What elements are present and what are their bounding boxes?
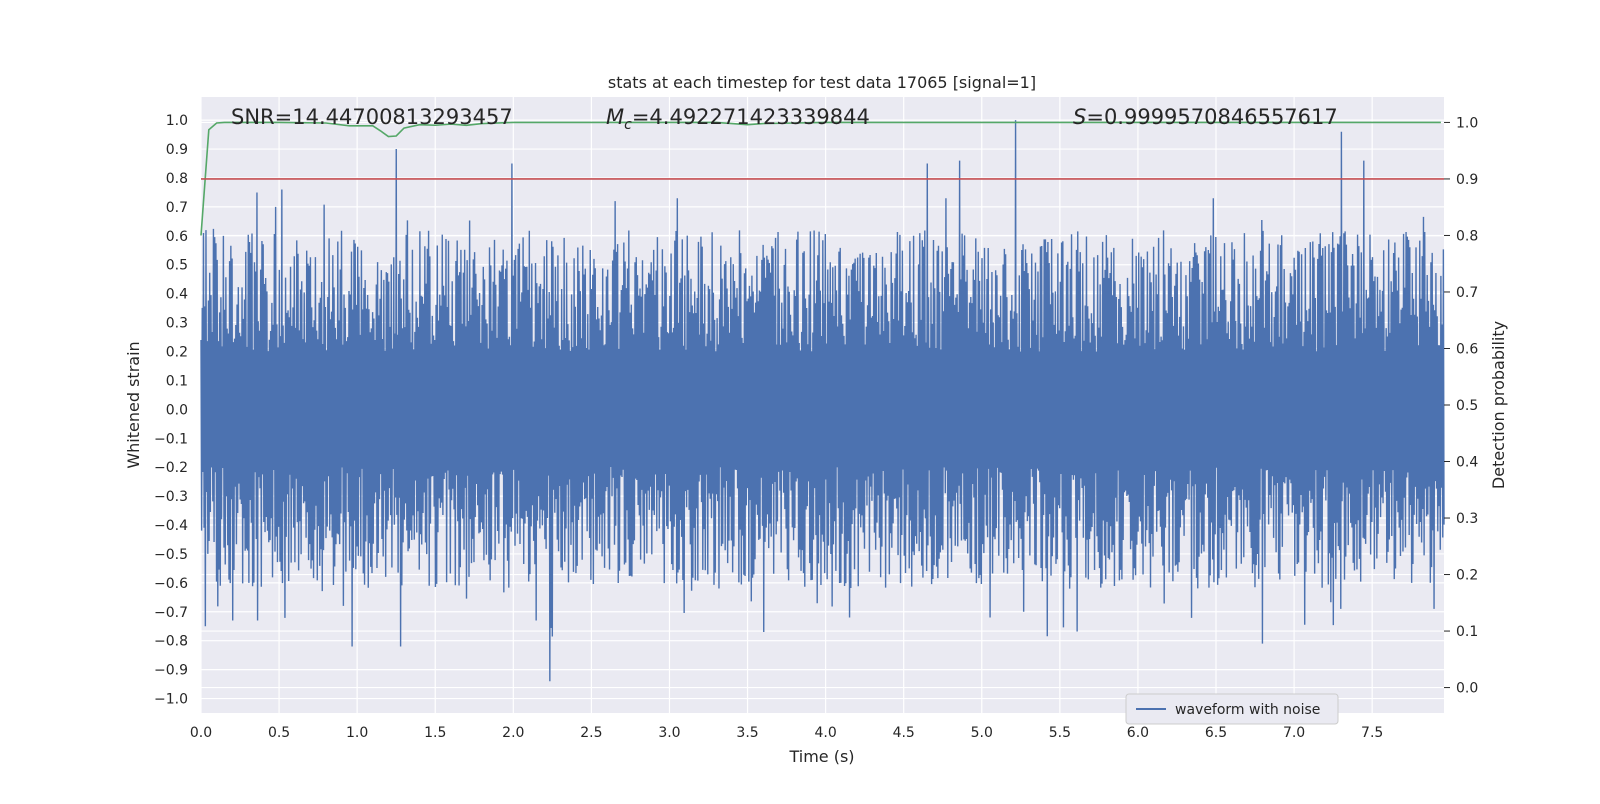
y-tick-label: 0.0 [166, 402, 188, 418]
x-tick-label: 0.5 [268, 725, 290, 741]
y-tick-label: −0.2 [154, 460, 188, 476]
y2-tick-label: 0.6 [1456, 341, 1478, 357]
x-tick-label: 3.0 [658, 725, 680, 741]
probability-series [200, 121, 1444, 236]
y2-tick-label: 0.2 [1456, 568, 1478, 584]
mc-value: =4.492271423339844 [632, 105, 870, 129]
y-tick-label: −0.9 [154, 663, 188, 679]
y2-tick-label: 0.1 [1456, 624, 1478, 640]
detection-probability-line [200, 121, 1441, 236]
s-value: =0.9999570846557617 [1086, 105, 1337, 129]
x-tick-label: 0.0 [190, 725, 212, 741]
x-tick-label: 6.0 [1127, 725, 1149, 741]
y2-tick-label: 0.0 [1456, 681, 1478, 697]
y-tick-label: 0.8 [166, 171, 188, 187]
mc-symbol: M [606, 105, 624, 129]
y-tick-label: 0.5 [166, 258, 188, 274]
y2-tick-label: 0.8 [1456, 228, 1478, 244]
y2-tick-label: 0.7 [1456, 285, 1478, 301]
y-tick-label: 0.6 [166, 229, 188, 245]
y-tick-label: −0.8 [154, 634, 188, 650]
y-tick-label: 0.4 [166, 287, 188, 303]
x-tick-label: 1.0 [346, 725, 368, 741]
y-tick-label: −0.1 [154, 431, 188, 447]
y-tick-label: −0.4 [154, 518, 188, 534]
legend-label: waveform with noise [1175, 702, 1320, 718]
y-tick-label: −0.7 [154, 605, 188, 621]
x-axis-label: Time (s) [788, 747, 854, 766]
y2-tick-label: 0.9 [1456, 172, 1478, 188]
mc-annotation: Mc=4.492271423339844 [606, 105, 870, 133]
x-tick-label: 4.5 [893, 725, 915, 741]
x-tick-label: 2.0 [502, 725, 524, 741]
s-annotation: S=0.9999570846557617 [1073, 105, 1338, 129]
x-tick-label: 7.5 [1361, 725, 1383, 741]
x-tick-label: 7.0 [1283, 725, 1305, 741]
y-tick-label: 0.1 [166, 373, 188, 389]
x-tick-label: 5.5 [1049, 725, 1071, 741]
x-tick-label: 5.0 [971, 725, 993, 741]
legend: waveform with noise [1125, 693, 1339, 725]
x-tick-label: 4.0 [814, 725, 836, 741]
y-axis-label: Whitened strain [124, 341, 143, 468]
y-tick-label: 0.7 [166, 200, 188, 216]
y-tick-label: −1.0 [154, 692, 188, 708]
x-tick-label: 2.5 [580, 725, 602, 741]
y2-tick-label: 1.0 [1456, 115, 1478, 131]
axis-ticks: 0.0 0.5 1.0 1.5 2.0 2.5 3.0 3.5 4.0 4.5 5.0 5.5 6.0 6… [154, 113, 1478, 741]
y-tick-label: 0.3 [166, 316, 188, 332]
mc-subscript: c [624, 117, 632, 133]
legend-box [1125, 693, 1339, 725]
chart-title: stats at each timestep for test data 170… [608, 73, 1036, 92]
x-tick-label: 6.5 [1205, 725, 1227, 741]
y2-tick-label: 0.4 [1456, 455, 1478, 471]
y-tick-label: 0.9 [166, 142, 188, 158]
snr-annotation: SNR=14.44700813293457 [231, 105, 513, 129]
y-tick-label: −0.6 [154, 576, 188, 592]
x-tick-label: 1.5 [424, 725, 446, 741]
y2-axis-label: Detection probability [1489, 321, 1508, 489]
s-symbol: S [1073, 105, 1086, 129]
y2-tick-label: 0.3 [1456, 511, 1478, 527]
waveform-series [200, 120, 1445, 682]
x-tick-label: 3.5 [736, 725, 758, 741]
y-tick-label: 1.0 [166, 113, 188, 129]
y-tick-label: −0.3 [154, 489, 188, 505]
y-tick-label: 0.2 [166, 344, 188, 360]
waveform-line [200, 120, 1445, 682]
y-tick-label: −0.5 [154, 547, 188, 563]
y2-tick-label: 0.5 [1456, 398, 1478, 414]
